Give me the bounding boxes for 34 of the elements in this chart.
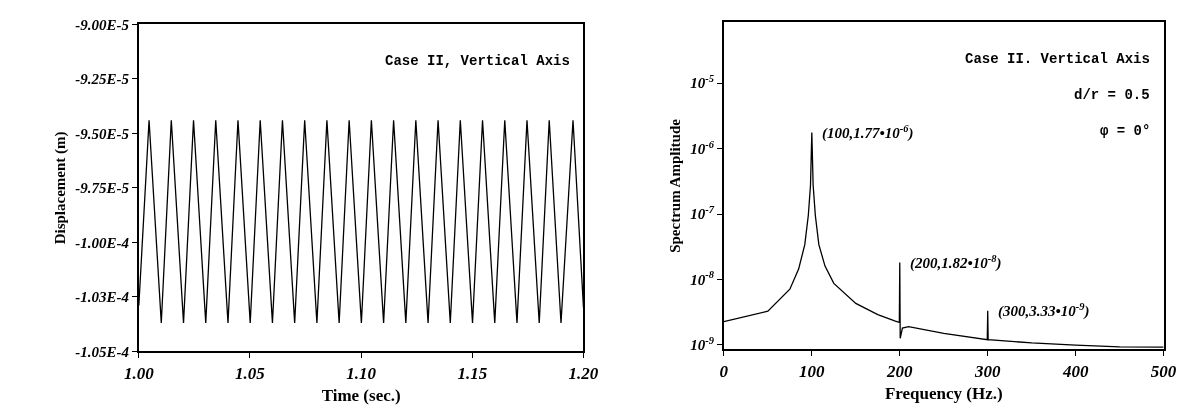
y-axis-title: Spectrum Amplitude: [667, 118, 684, 253]
annotation: (200,1.82•10$^{-8}$): [910, 253, 1002, 273]
x-tick-label: 500: [1150, 361, 1177, 381]
annotation: φ = 0°: [1100, 123, 1151, 139]
y-tick-label: -1.03E-4: [75, 289, 130, 306]
x-tick-label: 0: [719, 361, 729, 381]
y-axis-title: Displacement (m): [52, 131, 70, 245]
annotation: Case II, Vertical Axis: [385, 53, 570, 69]
x-tick-label: 1.00: [123, 363, 155, 383]
y-tick-label: -1.00E-4: [75, 234, 130, 251]
x-axis-title: Frequency (Hz.): [884, 384, 1003, 404]
x-tick-label: 300: [973, 361, 1001, 381]
y-tick-label: -9.25E-5: [75, 71, 130, 88]
annotation: (100,1.77•10$^{-6}$): [822, 123, 914, 143]
x-tick-label: 200: [886, 361, 914, 381]
annotation: Case II. Vertical Axis: [965, 51, 1150, 67]
y-tick-label: -1.05E-4: [75, 343, 130, 360]
y-tick-label: 10$^{-6}$: [690, 138, 715, 157]
y-tick-label: 10$^{-9}$: [690, 334, 715, 354]
x-tick-label: 100: [799, 361, 826, 381]
x-tick-label: 1.15: [457, 363, 488, 383]
annotation: d/r = 0.5: [1074, 87, 1150, 103]
y-tick-label: -9.50E-5: [75, 125, 130, 142]
y-tick-label: 10$^{-5}$: [690, 73, 715, 92]
y-tick-label: -9.75E-5: [75, 180, 130, 197]
x-tick-label: 1.10: [346, 363, 377, 383]
y-tick-label: 10$^{-7}$: [690, 203, 715, 223]
x-axis-title: Time (sec.): [321, 386, 401, 406]
y-tick-label: 10$^{-8}$: [690, 269, 715, 288]
x-tick-label: 1.05: [235, 363, 266, 383]
x-tick-label: 400: [1061, 361, 1089, 381]
y-tick-label: -9.00E-5: [75, 16, 130, 33]
x-tick-label: 1.20: [568, 363, 599, 383]
annotation: (300,3.33•10$^{-9}$): [998, 301, 1090, 321]
